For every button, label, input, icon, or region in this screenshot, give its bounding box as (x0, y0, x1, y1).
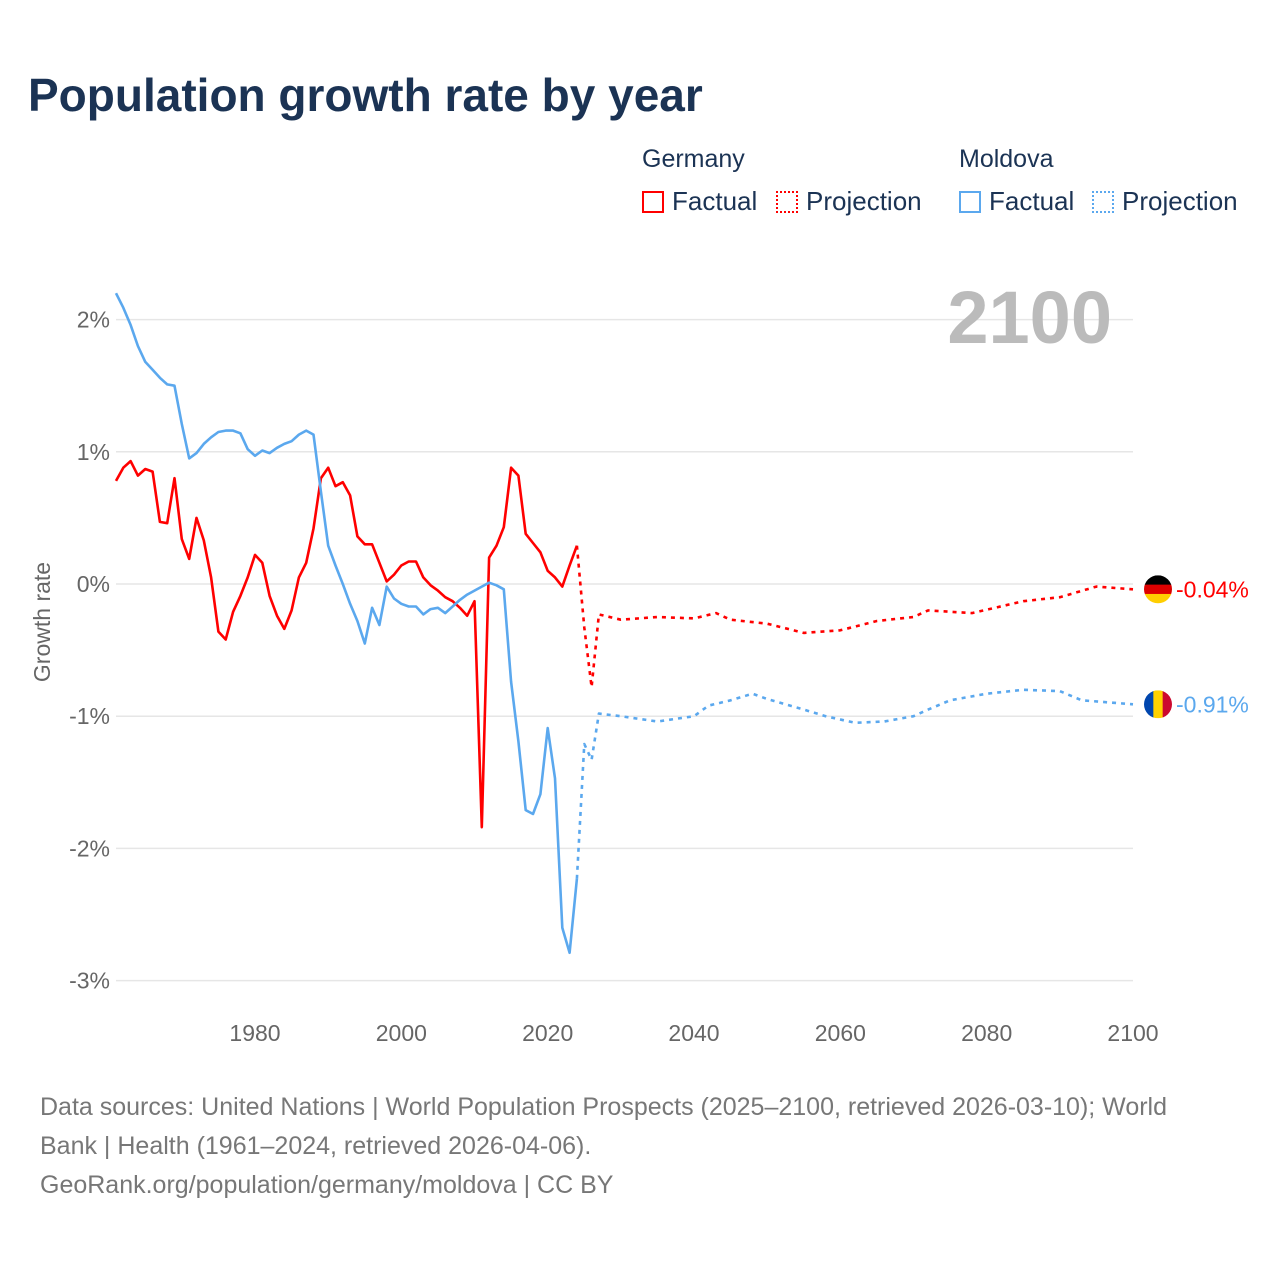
year-watermark: 2100 (947, 276, 1112, 359)
y-tick-label: 0% (77, 571, 110, 597)
moldova-projection-line (575, 688, 1134, 879)
line-chart: 2% 1% 0% -1% -2% -3% 1980 2000 2020 2040 2060 2080 2… (29, 276, 1249, 1046)
x-tick-label: 2000 (376, 1020, 427, 1046)
source-link[interactable]: GeoRank.org/population/germany/moldova |… (40, 1171, 614, 1199)
solid-swatch-icon (959, 190, 981, 213)
source-line: Bank | Health (1961–2024, retrieved 2026… (40, 1132, 592, 1160)
x-tick-label: 2100 (1107, 1020, 1158, 1046)
dotted-swatch-icon (1092, 190, 1114, 213)
germany-flag-icon (1144, 575, 1172, 604)
moldova-end-value-label: -0.91% (1176, 691, 1249, 717)
legend-germany-projection[interactable]: Projection (776, 186, 922, 217)
flag-stripe (1144, 575, 1172, 586)
x-tick-label: 2080 (961, 1020, 1012, 1046)
flag-stripe (1162, 690, 1172, 719)
legend-germany-factual[interactable]: Factual (642, 186, 757, 217)
x-tick-label: 2020 (522, 1020, 573, 1046)
legend-moldova-projection[interactable]: Projection (1092, 186, 1238, 217)
y-tick-label: -3% (69, 968, 110, 994)
legend-label: Projection (1122, 186, 1238, 216)
flag-stripe (1153, 690, 1164, 719)
y-tick-label: -2% (69, 835, 110, 861)
x-tick-label: 2060 (815, 1020, 866, 1046)
moldova-factual-line (114, 292, 579, 955)
legend-label: Factual (989, 186, 1075, 216)
y-tick-label: -1% (69, 703, 110, 729)
solid-swatch-icon (642, 190, 664, 213)
y-tick-label: 2% (77, 307, 110, 333)
legend-moldova-title: Moldova (959, 145, 1054, 173)
germany-end-value-label: -0.04% (1176, 576, 1249, 602)
germany-projection-line (575, 545, 1134, 689)
moldova-flag-icon (1144, 690, 1172, 719)
source-text: Data sources: United Nations | World Pop… (40, 1088, 1240, 1205)
flag-stripe (1144, 690, 1154, 719)
dotted-swatch-icon (776, 190, 798, 213)
legend-label: Factual (672, 186, 758, 216)
x-tick-label: 2040 (668, 1020, 719, 1046)
flag-stripe (1144, 593, 1172, 604)
y-tick-label: 1% (77, 439, 110, 465)
y-axis-label: Growth rate (29, 562, 55, 682)
legend-label: Projection (806, 186, 922, 216)
legend-moldova-factual[interactable]: Factual (959, 186, 1074, 217)
legend-germany-title: Germany (642, 145, 745, 173)
flag-stripe (1144, 584, 1172, 595)
x-tick-label: 1980 (229, 1020, 280, 1046)
source-line: Data sources: United Nations | World Pop… (40, 1093, 1168, 1121)
chart-title: Population growth rate by year (28, 69, 703, 121)
germany-factual-line (114, 459, 579, 829)
